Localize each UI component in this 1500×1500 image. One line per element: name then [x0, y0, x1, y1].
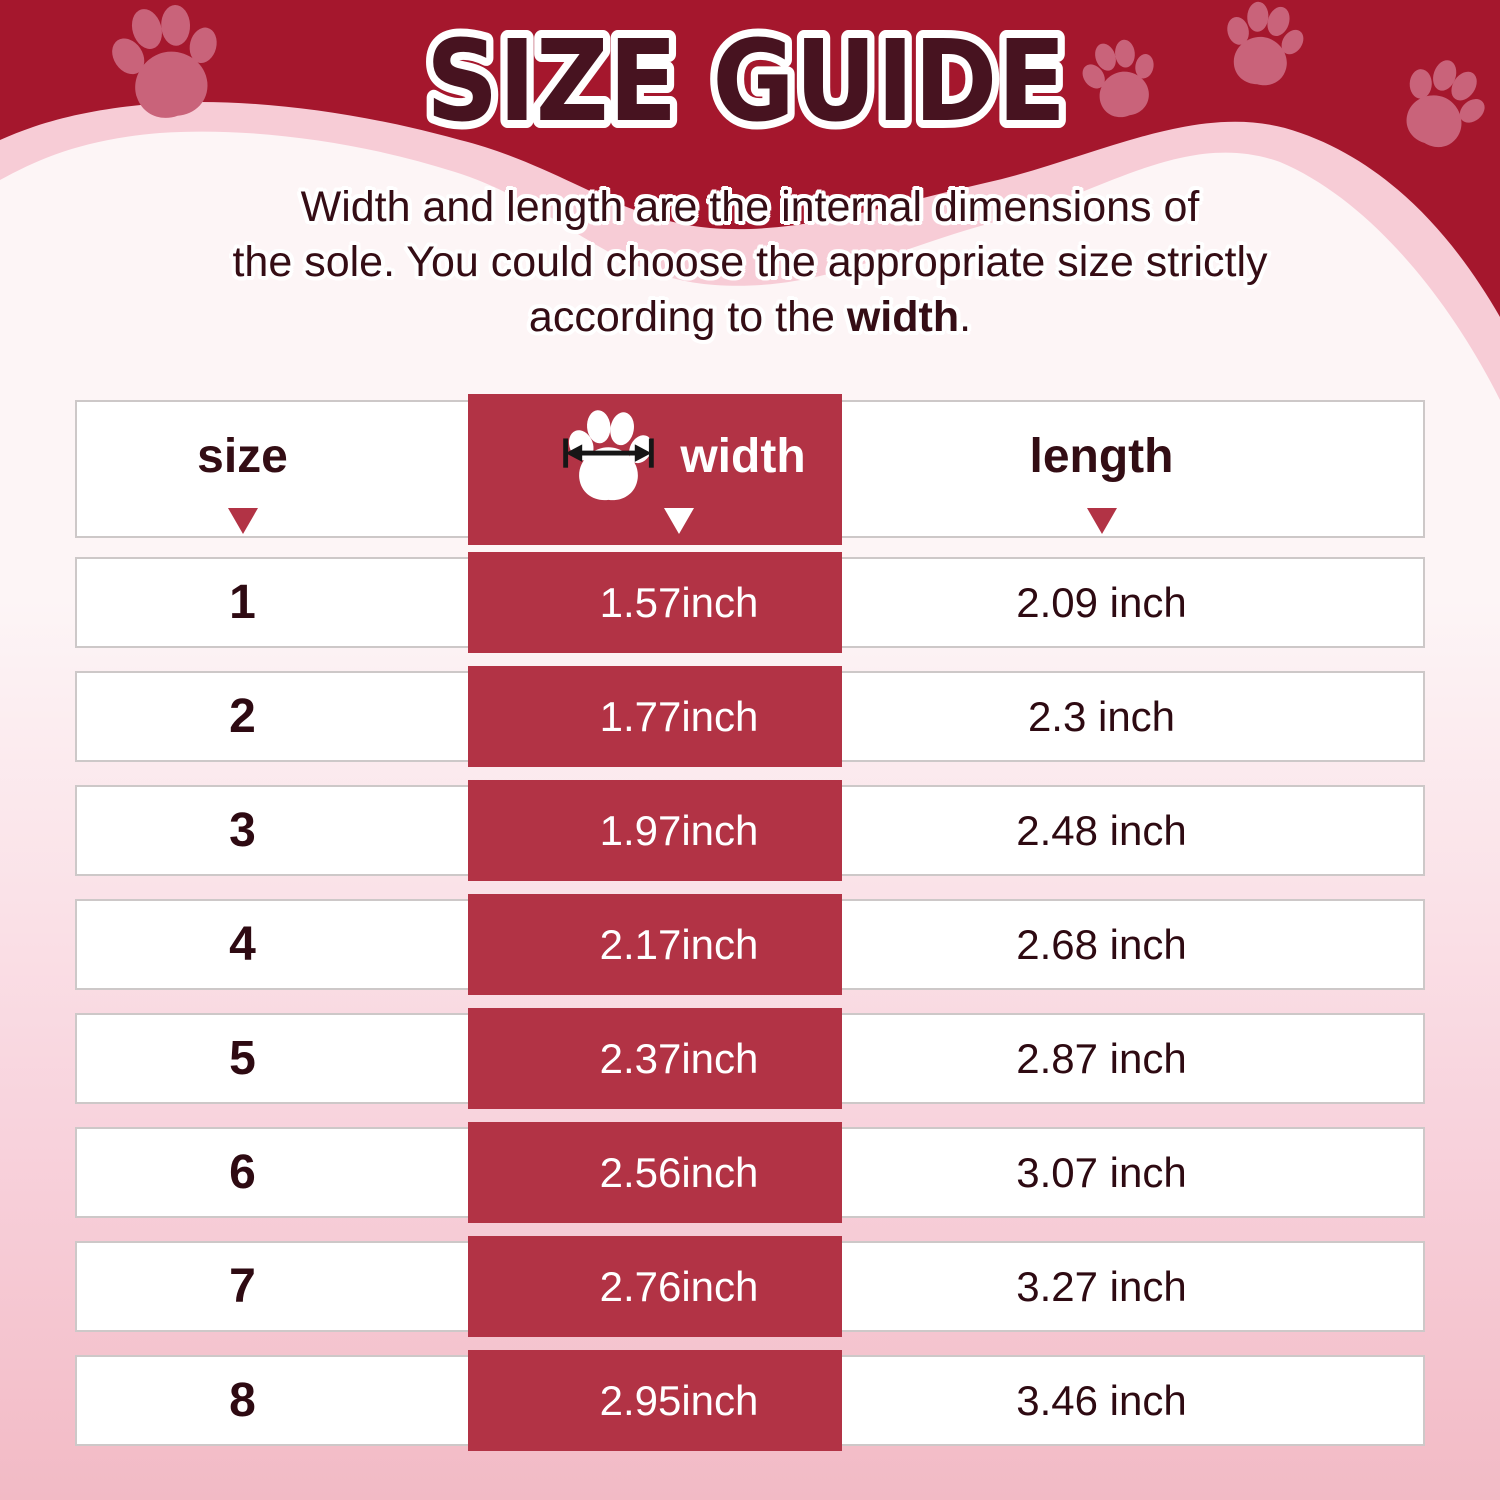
cell-size: 4 — [77, 901, 468, 988]
width-value: 2.17inch — [599, 920, 759, 968]
size-table-row: 8 2.95inch 3.46 inch — [75, 1350, 1425, 1451]
cell-width: 2.37inch — [468, 1015, 842, 1102]
size-table-body: 1 1.57inch 2.09 inch 2 1.77inch 2.3 inch — [75, 552, 1425, 1451]
header-cell-width: width — [468, 402, 842, 536]
width-cell-highlight — [468, 1350, 842, 1451]
size-value: 6 — [229, 1146, 256, 1199]
cell-length: 2.68 inch — [842, 901, 1423, 988]
width-value: 2.76inch — [599, 1262, 759, 1310]
description-line: according to the width. — [0, 290, 1500, 345]
cell-length: 2.87 inch — [842, 1015, 1423, 1102]
size-table-row: 4 2.17inch 2.68 inch — [75, 894, 1425, 995]
width-value: 2.37inch — [599, 1034, 759, 1082]
header-cell-length: length — [842, 402, 1423, 536]
cell-size: 1 — [77, 559, 468, 646]
width-value: 2.95inch — [599, 1376, 759, 1424]
length-value: 3.46 inch — [1016, 1376, 1187, 1424]
width-value: 1.97inch — [599, 806, 759, 854]
cell-width: 1.97inch — [468, 787, 842, 874]
cell-length: 3.07 inch — [842, 1129, 1423, 1216]
length-marker-triangle-icon — [1086, 508, 1117, 534]
length-value: 2.3 inch — [1027, 692, 1176, 740]
cell-size: 2 — [77, 673, 468, 760]
description-text: . — [959, 293, 972, 341]
size-table-row: 6 2.56inch 3.07 inch — [75, 1122, 1425, 1223]
length-value: 2.87 inch — [1016, 1034, 1187, 1082]
size-value: 7 — [229, 1260, 256, 1313]
width-value: 2.56inch — [599, 1148, 759, 1196]
width-column-header: width — [680, 429, 806, 483]
size-table-row: 2 1.77inch 2.3 inch — [75, 666, 1425, 767]
length-value: 3.07 inch — [1016, 1148, 1187, 1196]
length-value: 3.27 inch — [1016, 1262, 1187, 1310]
cell-width: 1.77inch — [468, 673, 842, 760]
cell-length: 2.09 inch — [842, 559, 1423, 646]
header-cell-size: size — [77, 402, 468, 536]
width-cell-highlight — [468, 552, 842, 653]
cell-width: 2.17inch — [468, 901, 842, 988]
cell-width: 2.76inch — [468, 1243, 842, 1330]
size-table-header-row: size — [75, 394, 1425, 545]
cell-length: 3.27 inch — [842, 1243, 1423, 1330]
size-header-label-box: size — [197, 406, 288, 506]
page-title: SIZE GUIDE — [426, 17, 1066, 147]
description-line: Width and length are the internal dimens… — [0, 180, 1500, 235]
length-header-label-box: length — [1030, 406, 1174, 506]
size-value: 5 — [229, 1032, 256, 1085]
width-marker-triangle-icon — [664, 508, 694, 534]
size-marker-triangle-icon — [227, 508, 258, 534]
size-column-header: size — [197, 429, 288, 483]
cell-size: 7 — [77, 1243, 468, 1330]
cell-width: 1.57inch — [468, 559, 842, 646]
title-banner: SIZE GUIDE — [418, 12, 1074, 155]
width-cell-highlight — [468, 1236, 842, 1337]
cell-size: 5 — [77, 1015, 468, 1102]
width-cell-highlight — [468, 1008, 842, 1109]
size-table: size — [75, 394, 1425, 1469]
description-text: Width and length are the internal dimens… — [300, 183, 1200, 231]
description-text: according to the — [528, 293, 847, 341]
width-value: 1.77inch — [599, 692, 759, 740]
size-value: 3 — [229, 804, 256, 857]
length-value: 2.68 inch — [1016, 920, 1187, 968]
width-cell-highlight — [468, 894, 842, 995]
cell-width: 2.95inch — [468, 1357, 842, 1444]
size-table-row: 7 2.76inch 3.27 inch — [75, 1236, 1425, 1337]
cell-size: 3 — [77, 787, 468, 874]
width-header-label-box: width — [552, 406, 806, 506]
description-text-bold: width — [846, 293, 960, 341]
header-wave-background — [0, 0, 1500, 400]
width-cell-highlight — [468, 780, 842, 881]
size-table-row: 5 2.37inch 2.87 inch — [75, 1008, 1425, 1109]
description-line: the sole. You could choose the appropria… — [0, 235, 1500, 290]
width-value: 1.57inch — [599, 578, 759, 626]
size-value: 1 — [229, 576, 256, 629]
width-cell-highlight — [468, 666, 842, 767]
size-table-row: 3 1.97inch 2.48 inch — [75, 780, 1425, 881]
description-text: the sole. You could choose the appropria… — [232, 238, 1268, 286]
width-cell-highlight — [468, 1122, 842, 1223]
size-value: 8 — [229, 1374, 256, 1427]
description: Width and length are the internal dimens… — [0, 180, 1500, 345]
size-value: 2 — [229, 690, 256, 743]
cell-width: 2.56inch — [468, 1129, 842, 1216]
width-column-highlight — [468, 394, 842, 545]
size-table-row: 1 1.57inch 2.09 inch — [75, 552, 1425, 653]
cell-length: 2.3 inch — [842, 673, 1423, 760]
cell-length: 3.46 inch — [842, 1357, 1423, 1444]
cell-length: 2.48 inch — [842, 787, 1423, 874]
length-value: 2.48 inch — [1016, 806, 1187, 854]
paw-width-measure-icon — [563, 410, 655, 501]
cell-size: 8 — [77, 1357, 468, 1444]
length-column-header: length — [1029, 429, 1174, 483]
length-value: 2.09 inch — [1016, 578, 1187, 626]
cell-size: 6 — [77, 1129, 468, 1216]
size-value: 4 — [229, 918, 256, 971]
